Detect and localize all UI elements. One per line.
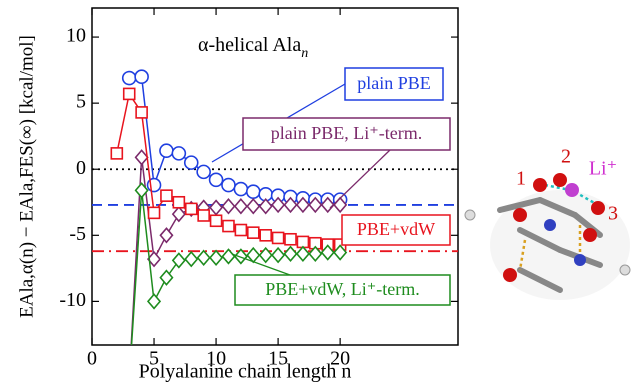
marker xyxy=(235,225,246,236)
marker xyxy=(148,294,160,308)
y-tick-label: 0 xyxy=(76,157,86,179)
marker xyxy=(260,199,272,213)
marker xyxy=(248,227,259,238)
chart: 05101520-10-50510Polyalanine chain lengt… xyxy=(0,0,643,385)
marker xyxy=(247,199,259,213)
title-subscript: n xyxy=(301,46,308,61)
y-tick-label: -10 xyxy=(59,289,86,311)
marker xyxy=(273,232,284,243)
legend-label: PBE+vdW xyxy=(357,219,435,239)
marker xyxy=(136,107,147,118)
marker xyxy=(247,185,260,198)
molecule-label: 3 xyxy=(608,203,618,225)
marker xyxy=(222,199,234,213)
marker xyxy=(149,207,160,218)
marker xyxy=(198,210,209,221)
marker xyxy=(260,248,272,262)
chart-title: α-helical Alan xyxy=(198,34,308,62)
marker xyxy=(210,251,222,265)
marker xyxy=(123,374,135,385)
x-axis-label: Polyalanine chain length n xyxy=(139,361,352,383)
y-tick-label: -5 xyxy=(69,223,86,245)
marker xyxy=(160,228,172,242)
marker xyxy=(123,374,135,385)
marker xyxy=(297,247,309,261)
y-tick-label: 10 xyxy=(66,25,86,47)
marker xyxy=(210,173,223,186)
legend-label: PBE+vdW, Li⁺-term. xyxy=(265,279,419,299)
marker xyxy=(234,183,247,196)
marker xyxy=(222,179,235,192)
marker xyxy=(185,156,198,169)
marker xyxy=(210,201,222,215)
marker xyxy=(123,72,136,85)
marker xyxy=(185,252,197,266)
molecule-label: 1 xyxy=(516,168,526,190)
marker xyxy=(197,165,210,178)
marker xyxy=(186,203,197,214)
molecule-label: Li⁺ xyxy=(589,158,617,180)
legend-label: plain PBE, Li⁺-term. xyxy=(271,123,422,143)
marker xyxy=(285,247,297,261)
marker xyxy=(272,248,284,262)
title-text: α-helical Ala xyxy=(198,34,301,56)
marker xyxy=(198,251,210,265)
marker xyxy=(173,197,184,208)
leader-line xyxy=(330,150,390,208)
marker xyxy=(260,230,271,241)
y-tick-label: 5 xyxy=(76,91,86,113)
marker xyxy=(135,70,148,83)
marker xyxy=(211,215,222,226)
marker xyxy=(124,88,135,99)
page: 05101520-10-50510Polyalanine chain lengt… xyxy=(0,0,643,385)
marker xyxy=(223,221,234,232)
marker xyxy=(111,148,122,159)
marker xyxy=(235,199,247,213)
y-axis-label: EAla,α(n) − EAla,FES(∞) [kcal/mol] xyxy=(16,35,37,318)
marker xyxy=(285,234,296,245)
marker xyxy=(173,207,185,221)
x-tick-label: 0 xyxy=(87,348,97,370)
molecule-label: 2 xyxy=(561,146,571,168)
marker xyxy=(160,144,173,157)
marker xyxy=(161,190,172,201)
marker xyxy=(172,147,185,160)
legend-label: plain PBE xyxy=(357,73,431,93)
molecule xyxy=(465,173,630,300)
marker xyxy=(222,249,234,263)
